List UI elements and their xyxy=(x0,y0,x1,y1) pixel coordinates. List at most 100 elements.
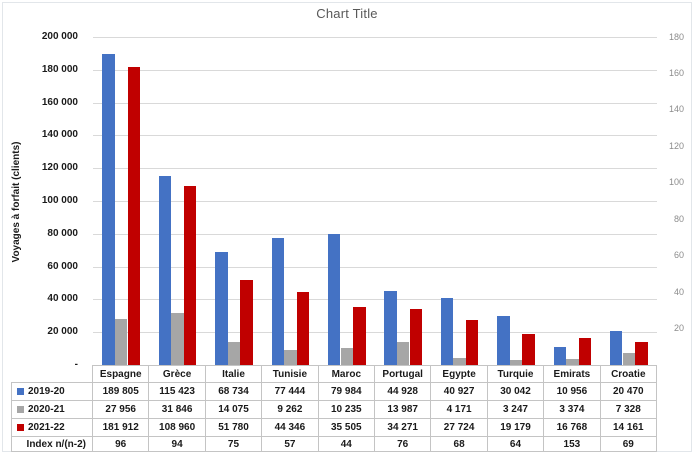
table-value-2020-21-egypte: 4 171 xyxy=(431,401,488,419)
chart-title[interactable]: Chart Title xyxy=(316,6,378,21)
left-axis-tick-label: 20 000 xyxy=(47,326,78,338)
table-value-2021-22-italie: 51 780 xyxy=(205,419,263,437)
table-row-label-2021-22: 2021-22 xyxy=(11,419,93,437)
table-row-label-index: Index n/(n-2) xyxy=(11,437,93,452)
table-value-2020-21-croatie: 7 328 xyxy=(600,401,657,419)
left-axis-tick-label: 140 000 xyxy=(41,129,78,141)
table-value-2021-22-grèce: 108 960 xyxy=(149,419,206,437)
bar-2021-22-grèce[interactable] xyxy=(183,186,197,365)
bar-2020-21-maroc[interactable] xyxy=(340,348,354,365)
bar-2021-22-portugal[interactable] xyxy=(409,308,423,365)
gridline xyxy=(93,37,657,38)
bar-2020-21-turquie[interactable] xyxy=(509,359,523,365)
bar-2019-20-italie[interactable] xyxy=(215,252,228,365)
table-value-2021-22-portugal: 34 271 xyxy=(375,419,432,437)
bar-2021-22-croatie[interactable] xyxy=(635,341,648,365)
right-axis-tick-label: 40 xyxy=(673,286,684,297)
left-axis-tick-label: 40 000 xyxy=(47,293,78,305)
bar-2019-20-emirats[interactable] xyxy=(553,347,567,365)
legend-key-2019-20 xyxy=(17,388,24,395)
bar-2020-21-croatie[interactable] xyxy=(622,352,636,365)
table-value-2021-22-turquie: 19 179 xyxy=(487,419,545,437)
table-header-italie: Italie xyxy=(205,365,263,383)
left-axis-tick-label: 100 000 xyxy=(41,195,78,206)
bar-2021-22-emirats[interactable] xyxy=(578,337,592,365)
table-index-emirats: 153 xyxy=(544,437,601,452)
table-header-turquie: Turquie xyxy=(487,365,545,383)
gridline xyxy=(93,201,657,202)
plot-area[interactable] xyxy=(93,37,657,365)
bar-2020-21-egypte[interactable] xyxy=(453,358,466,365)
chart-data-table: Espagne Grèce Italie Tunisie Maroc Portugal Eg… xyxy=(11,365,657,452)
table-value-2020-21-grèce: 31 846 xyxy=(149,401,206,419)
right-axis-tick-label: 80 xyxy=(673,213,684,224)
bar-2020-21-italie[interactable] xyxy=(227,341,241,365)
table-value-2020-21-italie: 14 075 xyxy=(205,401,263,419)
series-name: 2020-21 xyxy=(28,404,65,415)
table-header-tunisie: Tunisie xyxy=(262,365,319,383)
bar-2020-21-portugal[interactable] xyxy=(396,342,410,365)
right-axis-tick-label: 140 xyxy=(668,104,684,115)
bar-2021-22-egypte[interactable] xyxy=(465,319,479,365)
gridline xyxy=(93,102,657,104)
left-axis-tick-label: 200 000 xyxy=(41,31,78,42)
table-value-2021-22-espagne: 181 912 xyxy=(93,419,150,437)
bar-2021-22-tunisie[interactable] xyxy=(296,292,310,365)
table-value-2019-20-turquie: 30 042 xyxy=(487,383,545,401)
bar-2021-22-espagne[interactable] xyxy=(127,66,141,365)
legend-key-2021-22 xyxy=(17,424,24,431)
gridline xyxy=(93,332,657,334)
bar-2019-20-tunisie[interactable] xyxy=(271,237,285,365)
y-axis-title: Voyages à forfait (clients) xyxy=(11,141,22,263)
bar-2020-21-emirats[interactable] xyxy=(566,359,579,365)
table-value-2019-20-tunisie: 77 444 xyxy=(262,383,319,401)
table-value-2021-22-egypte: 27 724 xyxy=(431,419,488,437)
table-index-portugal: 76 xyxy=(375,437,432,452)
table-value-2019-20-espagne: 189 805 xyxy=(93,383,150,401)
table-index-espagne: 96 xyxy=(93,437,150,452)
table-value-2021-22-tunisie: 44 346 xyxy=(262,419,319,437)
bar-2019-20-espagne[interactable] xyxy=(102,53,115,365)
bar-2019-20-croatie[interactable] xyxy=(609,331,623,365)
table-value-2020-21-turquie: 3 247 xyxy=(487,401,545,419)
series-name: 2019-20 xyxy=(28,386,65,397)
table-header-portugal: Portugal xyxy=(375,365,432,383)
gridline xyxy=(93,233,657,235)
table-value-2021-22-emirats: 16 768 xyxy=(544,419,601,437)
bar-2021-22-maroc[interactable] xyxy=(353,306,366,365)
table-index-egypte: 68 xyxy=(431,437,488,452)
table-value-2019-20-croatie: 20 470 xyxy=(600,383,657,401)
table-index-grèce: 94 xyxy=(149,437,206,452)
bar-2020-21-espagne[interactable] xyxy=(114,319,128,365)
table-row-label-2019-20: 2019-20 xyxy=(11,383,93,401)
bar-2019-20-grèce[interactable] xyxy=(158,175,172,365)
bar-2020-21-grèce[interactable] xyxy=(171,312,184,365)
table-value-2019-20-emirats: 10 956 xyxy=(544,383,601,401)
table-header-maroc: Maroc xyxy=(318,365,375,383)
bar-2019-20-egypte[interactable] xyxy=(440,297,454,365)
table-header-egypte: Egypte xyxy=(431,365,488,383)
table-value-2019-20-maroc: 79 984 xyxy=(318,383,375,401)
bar-2020-21-tunisie[interactable] xyxy=(284,349,297,365)
gridline xyxy=(93,168,657,170)
table-index-maroc: 44 xyxy=(318,437,375,452)
bar-2019-20-turquie[interactable] xyxy=(497,315,510,365)
left-axis-tick-label: 180 000 xyxy=(41,63,78,75)
gridline xyxy=(93,299,657,301)
table-header-espagne: Espagne xyxy=(93,365,150,383)
right-axis-tick-label: 100 xyxy=(668,177,684,188)
bar-2019-20-maroc[interactable] xyxy=(327,233,341,365)
table-index-croatie: 69 xyxy=(600,437,657,452)
bar-2021-22-italie[interactable] xyxy=(240,280,253,365)
table-value-2020-21-espagne: 27 956 xyxy=(93,401,150,419)
table-value-2020-21-maroc: 10 235 xyxy=(318,401,375,419)
left-axis-tick-label: 120 000 xyxy=(41,162,78,174)
table-index-turquie: 64 xyxy=(487,437,545,452)
table-header-emirats: Emirats xyxy=(544,365,601,383)
table-value-2021-22-maroc: 35 505 xyxy=(318,419,375,437)
table-header-grèce: Grèce xyxy=(149,365,206,383)
bar-2019-20-portugal[interactable] xyxy=(384,291,397,365)
bar-2021-22-turquie[interactable] xyxy=(522,333,535,365)
table-value-2020-21-emirats: 3 374 xyxy=(544,401,601,419)
